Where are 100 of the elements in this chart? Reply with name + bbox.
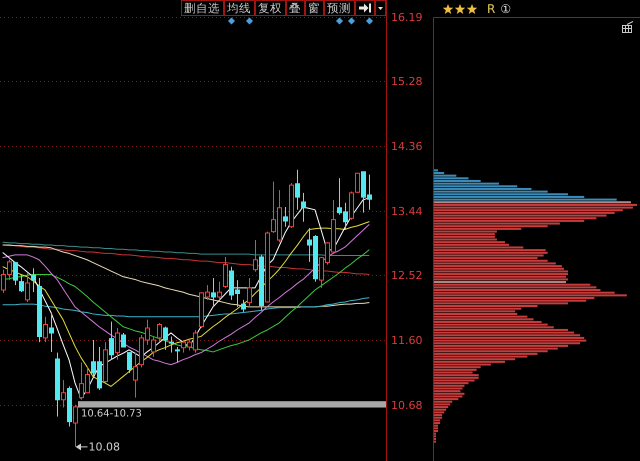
candlestick — [211, 278, 216, 308]
bar — [434, 241, 506, 244]
y-tick-label: 10.68 — [391, 399, 422, 412]
candlestick — [301, 192, 306, 222]
bar — [434, 424, 438, 427]
bar — [434, 204, 637, 206]
bar — [434, 276, 566, 278]
line-series — [2, 197, 370, 399]
candlestick — [121, 332, 126, 348]
candlestick — [175, 346, 180, 363]
candlestick — [25, 272, 30, 302]
bar — [434, 392, 464, 395]
line-series — [2, 244, 370, 276]
y-tick-label: 15.28 — [391, 75, 422, 88]
bar — [434, 411, 444, 414]
bar — [434, 395, 462, 398]
bar — [434, 336, 584, 339]
candlestick — [13, 261, 18, 286]
y-tick-label: 13.44 — [391, 205, 422, 218]
candlestick — [157, 322, 162, 343]
candlestick — [67, 386, 72, 428]
bar — [434, 416, 442, 419]
y-tick-label: 16.19 — [391, 11, 422, 24]
bar — [434, 419, 440, 422]
bar — [434, 406, 448, 408]
bar — [434, 273, 568, 276]
candlestick — [283, 206, 288, 228]
bar — [434, 408, 446, 411]
bar — [434, 376, 479, 379]
bar — [434, 340, 586, 342]
bar — [434, 278, 568, 280]
candlestick — [55, 352, 60, 418]
bar — [434, 379, 475, 382]
candlestick — [127, 351, 132, 374]
candlestick — [49, 312, 54, 352]
bar — [434, 281, 566, 284]
band-label: 10.64-10.73 — [81, 408, 142, 420]
bar — [434, 403, 450, 406]
annotation: 10.08 — [88, 440, 120, 454]
candlestick — [355, 172, 360, 194]
candlestick — [289, 182, 294, 229]
candlestick — [169, 336, 174, 354]
candlestick — [19, 274, 24, 293]
bar — [434, 384, 464, 387]
bar — [434, 398, 458, 400]
candlestick — [73, 404, 78, 448]
bar — [434, 390, 460, 392]
candlestick — [253, 240, 258, 272]
candlestick — [163, 326, 168, 350]
line-series — [2, 244, 370, 308]
candlestick — [295, 169, 300, 210]
bar — [434, 294, 627, 296]
candlestick — [115, 328, 120, 360]
y-tick-label: 11.60 — [391, 334, 422, 347]
text: 叠 — [289, 1, 301, 15]
candlestick — [223, 256, 228, 288]
candlestick — [217, 281, 222, 300]
bar — [434, 374, 479, 376]
bar — [434, 422, 440, 424]
bar — [434, 334, 580, 336]
bar — [434, 233, 495, 236]
bar — [434, 268, 564, 270]
candlestick — [265, 231, 270, 304]
candlestick — [37, 278, 42, 343]
bar — [434, 414, 442, 416]
bar — [434, 206, 633, 209]
bar — [434, 265, 562, 268]
bar — [434, 201, 631, 204]
bar — [434, 427, 438, 430]
candlestick — [31, 268, 36, 293]
bar — [434, 387, 462, 390]
bar — [434, 368, 477, 371]
text: 预测 — [327, 1, 351, 15]
text: 窗 — [308, 1, 320, 15]
candlestick — [349, 191, 354, 220]
line-series — [2, 297, 370, 318]
text: ① — [500, 2, 512, 16]
candlestick — [109, 321, 114, 360]
candlestick — [133, 352, 138, 398]
bar — [434, 198, 617, 201]
line-series — [2, 242, 370, 256]
candlestick — [43, 316, 48, 343]
candlestick — [103, 342, 108, 384]
text: R — [487, 2, 496, 16]
text: 删自选 — [184, 1, 220, 15]
bar — [434, 252, 548, 254]
bar — [434, 286, 596, 288]
bar — [434, 249, 546, 252]
candlestick — [259, 254, 264, 311]
text: 复权 — [258, 1, 282, 15]
candlestick — [241, 299, 246, 312]
bar — [434, 236, 495, 238]
candlestick — [61, 380, 66, 408]
y-tick-label: 14.36 — [391, 140, 422, 153]
candlestick — [247, 278, 252, 308]
bar — [434, 430, 438, 432]
bar — [434, 254, 544, 256]
y-tick-label: 12.52 — [391, 269, 422, 282]
text: 均线 — [226, 1, 251, 15]
bar — [434, 270, 568, 272]
